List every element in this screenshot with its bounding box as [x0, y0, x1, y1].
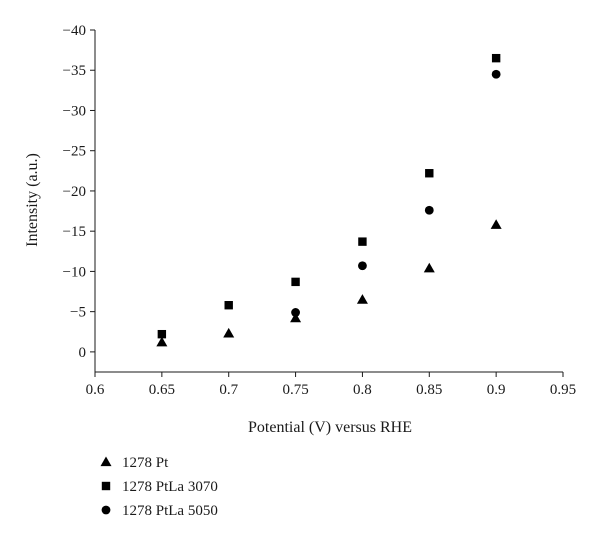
y-tick-label: −15	[63, 224, 86, 240]
x-axis-title: Potential (V) versus RHE	[248, 419, 412, 436]
square-marker-icon	[101, 481, 111, 491]
legend-label: 1278 PtLa 5050	[122, 503, 218, 519]
plot-area: 0.6 0.65 0.7 0.75 0.8 0.85 0.9 0.95 0 −5 −10 −15 −2…	[63, 23, 577, 398]
legend-item: 1278 PtLa 5050	[101, 503, 218, 519]
x-tick-label: 0.7	[219, 382, 238, 398]
data-point-series-2	[424, 205, 434, 215]
circle-marker-icon	[101, 505, 111, 515]
data-markers	[156, 53, 502, 347]
y-tick-label: −5	[70, 305, 86, 321]
y-tick-label: −30	[63, 103, 86, 119]
x-tick-label: 0.8	[353, 382, 372, 398]
data-point-series-0	[290, 312, 302, 323]
data-point-series-1	[291, 277, 300, 287]
x-tick-label: 0.65	[149, 382, 175, 398]
x-tick-label: 0.95	[550, 382, 576, 398]
y-axis-ticks: 0 −5 −10 −15 −20 −25 −30 −35 −40	[63, 23, 95, 361]
y-tick-label: −25	[63, 144, 86, 160]
legend-item: 1278 Pt	[100, 455, 169, 471]
data-point-series-2	[358, 261, 367, 271]
legend-label: 1278 Pt	[122, 455, 169, 471]
data-point-series-1	[224, 301, 233, 310]
y-tick-label: 0	[79, 345, 87, 361]
data-point-series-2	[291, 308, 300, 317]
data-point-series-2	[491, 69, 501, 79]
data-point-series-1	[157, 329, 167, 339]
legend: 1278 Pt 1278 PtLa 3070 1278 PtLa 5050	[100, 455, 218, 519]
data-point-series-0	[156, 336, 168, 347]
x-tick-label: 0.85	[416, 382, 442, 398]
y-axis-title: Intensity (a.u.)	[24, 153, 41, 247]
y-tick-label: −20	[63, 184, 86, 200]
y-tick-label: −10	[63, 264, 86, 280]
data-point-series-0	[223, 327, 235, 338]
data-point-series-1	[358, 237, 367, 246]
data-point-series-1	[425, 169, 434, 178]
x-axis-ticks: 0.6 0.65 0.7 0.75 0.8 0.85 0.9 0.95	[86, 372, 576, 398]
x-tick-label: 0.9	[487, 382, 506, 398]
x-tick-label: 0.75	[282, 382, 308, 398]
triangle-marker-icon	[100, 456, 112, 467]
data-point-series-0	[356, 294, 368, 304]
y-tick-label: −40	[63, 23, 86, 39]
data-point-series-0	[490, 219, 502, 229]
data-point-series-1	[491, 53, 501, 63]
data-point-series-0	[423, 262, 435, 273]
legend-label: 1278 PtLa 3070	[122, 479, 218, 495]
x-tick-label: 0.6	[86, 382, 105, 398]
y-tick-label: −35	[63, 63, 86, 79]
legend-item: 1278 PtLa 3070	[101, 479, 218, 495]
